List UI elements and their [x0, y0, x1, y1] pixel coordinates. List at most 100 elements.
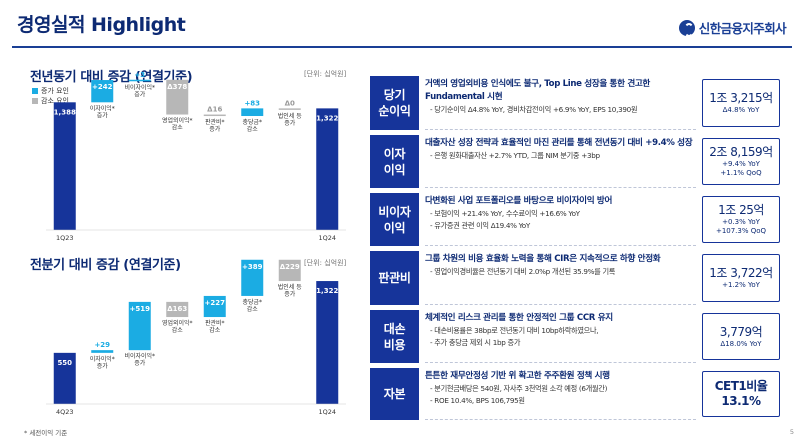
- header: 경영실적 Highlight 신한금융지주회사: [0, 0, 800, 48]
- title-divider: [12, 46, 792, 48]
- chart-bar: [166, 301, 189, 318]
- row-detail: - 추가 충당금 제외 시 1bp 증가: [430, 338, 521, 347]
- chart-category-label: 법인세 등 증가: [278, 283, 302, 298]
- chart-data-label: +389: [242, 263, 263, 271]
- yoy-chart-title: 전년동기 대비 증감 (연결기준): [30, 70, 193, 85]
- chart-category-label: 영업외이익* 감소: [162, 319, 193, 334]
- row-headline: 대출자산 성장 전략과 효율적인 마진 관리를 통해 전년동기 대비 +9.4%…: [425, 138, 693, 148]
- chart-data-label: Δ229: [280, 263, 300, 271]
- chart-data-label: 1,322: [316, 114, 338, 122]
- logo-text: 신한금융지주회사: [698, 21, 787, 36]
- qoq-chart-title: 전분기 대비 증감 (연결기준): [30, 258, 181, 273]
- row-value: 1조 3,722억: [709, 266, 773, 280]
- row-description: 거액의 영업외비용 인식에도 불구, Top Line 성장을 통한 견고한 F…: [425, 76, 696, 130]
- chart-data-label: Δ163: [167, 305, 187, 313]
- chart-category-label: 이자이익* 증가: [90, 104, 115, 119]
- row-value: 1조 25억: [718, 203, 764, 217]
- row-category: 비이자 이익: [370, 193, 419, 246]
- chart-data-label: +242: [92, 83, 113, 91]
- row-category: 당기 순이익: [370, 76, 419, 130]
- legend-increase: 증가 요인: [32, 86, 69, 96]
- chart-category-label: 충당금* 감소: [242, 298, 262, 313]
- chart-bar: [166, 79, 189, 115]
- chart-category-label: 1Q24: [318, 408, 336, 416]
- row-category: 판관비: [370, 251, 419, 305]
- row-detail: - 당기순이익 Δ4.8% YoY, 경비차감전이익 +6.9% YoY, EP…: [430, 105, 638, 114]
- chart-category-label: 충당금* 감소: [242, 118, 262, 133]
- row-value-box: 1조 3,722억 +1.2% YoY: [702, 254, 780, 302]
- chart-data-label: Δ378: [167, 83, 187, 91]
- chart-category-label: 영업외이익* 감소: [162, 117, 193, 132]
- highlight-row: 자본 튼튼한 재무안정성 기반 위 확고한 주주환원 정책 시행 - 분기현금배당은…: [370, 368, 782, 420]
- chart-data-label: 1,322: [316, 287, 338, 295]
- chart-category-label: 1Q24: [318, 234, 336, 242]
- chart-category-label: 비이자이익* 증가: [124, 83, 155, 98]
- chart-bar: [203, 114, 226, 117]
- row-value: 13.1%: [721, 394, 761, 408]
- row-detail: - 대손비용률은 38bp로 전년동기 대비 10bp하락하였으나,: [430, 326, 599, 335]
- legend-decrease: 감소 요인: [32, 96, 69, 106]
- row-value-change: Δ4.8% YoY: [722, 106, 760, 114]
- row-headline: 거액의 영업외비용 인식에도 불구, Top Line 성장을 통한 견고한 F…: [425, 79, 650, 102]
- legend-increase-swatch: [32, 88, 38, 94]
- row-description: 튼튼한 재무안정성 기반 위 확고한 주주환원 정책 시행 - 분기현금배당은 5…: [425, 368, 696, 420]
- row-value-change: +1.2% YoY: [722, 281, 760, 289]
- page-number: 5: [789, 428, 794, 436]
- row-headline: 그룹 차원의 비용 효율화 노력을 통해 CIR은 지속적으로 하향 안정화: [425, 254, 661, 264]
- chart-bar: [91, 350, 114, 353]
- chart-bar: [203, 295, 226, 318]
- highlight-row: 이자 이익 대출자산 성장 전략과 효율적인 마진 관리를 통해 전년동기 대비 +…: [370, 135, 782, 188]
- chart-bar: [53, 352, 76, 404]
- yoy-unit: [단위: 십억원]: [304, 70, 347, 78]
- chart-category-label: 판관비* 증가: [205, 118, 225, 133]
- row-headline: 다변화된 사업 포트폴리오를 바탕으로 비이자이익 방어: [425, 196, 613, 206]
- legend-increase-label: 증가 요인: [41, 87, 69, 95]
- chart-bar: [241, 108, 264, 117]
- chart-bar: [241, 259, 264, 296]
- chart-category-label: 4Q23: [56, 408, 74, 416]
- chart-bar: [278, 108, 301, 110]
- chart-data-label: +227: [205, 299, 226, 307]
- row-detail: - 분기현금배당은 540원, 자사주 3천억원 소각 예정 (6개월간): [430, 384, 608, 393]
- page-title: 경영실적 Highlight: [17, 14, 186, 36]
- chart-category-label: 비이자이익* 증가: [124, 352, 155, 367]
- row-category: 이자 이익: [370, 135, 419, 188]
- highlight-row: 비이자 이익 다변화된 사업 포트폴리오를 바탕으로 비이자이익 방어 - 보험이익 …: [370, 193, 782, 246]
- row-description: 그룹 차원의 비용 효율화 노력을 통해 CIR은 지속적으로 하향 안정화 - …: [425, 251, 696, 305]
- row-category: 대손 비용: [370, 310, 419, 363]
- row-value-change: +9.4% YoY: [722, 160, 760, 168]
- chart-data-label: Δ16: [207, 106, 222, 114]
- chart-data-label: +519: [130, 305, 151, 313]
- chart-category-label: 1Q23: [56, 234, 74, 242]
- row-value: 3,779억: [719, 324, 763, 339]
- chart-bar: [316, 281, 339, 404]
- chart-category-label: 법인세 등 증가: [278, 112, 302, 127]
- row-value-change: +0.3% YoY: [722, 218, 760, 226]
- row-value: 2조 8,159억: [709, 145, 773, 159]
- row-value-box: CET1비율 13.1%: [702, 371, 780, 417]
- legend-decrease-swatch: [32, 98, 38, 104]
- chart-data-label: 1,388: [54, 108, 76, 116]
- highlight-row: 대손 비용 체계적인 리스크 관리를 통한 안정적인 그룹 CCR 유지 - 대손비용…: [370, 310, 782, 363]
- chart-category-label: 이자이익* 증가: [90, 355, 115, 370]
- row-value-change: +1.1% QoQ: [720, 169, 762, 177]
- chart-legend: 증가 요인 감소 요인: [32, 86, 69, 106]
- qoq-unit: [단위: 십억원]: [304, 259, 347, 267]
- chart-bar: [316, 108, 339, 230]
- yoy-waterfall-chart: 1,388 1Q23 +242 이자이익* 증가 +3 비이자이익* 증가 Δ378 영업외이익*…: [46, 71, 346, 242]
- row-value-change: Δ18.0% YoY: [720, 339, 762, 348]
- chart-data-label: Δ0: [285, 99, 295, 107]
- chart-data-label: +29: [94, 341, 110, 349]
- chart-data-label: +83: [244, 99, 260, 107]
- row-value: CET1비율: [714, 379, 768, 393]
- chart-bar: [128, 79, 151, 82]
- chart-data-label: 550: [57, 359, 72, 367]
- chart-category-label: 판관비* 감소: [205, 319, 225, 334]
- chart-bar: [128, 301, 151, 351]
- chart-bar: [53, 102, 76, 230]
- chart-data-label: +3: [134, 71, 145, 79]
- row-description: 대출자산 성장 전략과 효율적인 마진 관리를 통해 전년동기 대비 +9.4%…: [425, 135, 696, 188]
- row-value: 1조 3,215억: [709, 91, 773, 105]
- chart-bar: [91, 80, 114, 103]
- row-detail: - 은행 원화대출자산 +2.7% YTD, 그룹 NIM 분기중 +3bp: [430, 151, 600, 160]
